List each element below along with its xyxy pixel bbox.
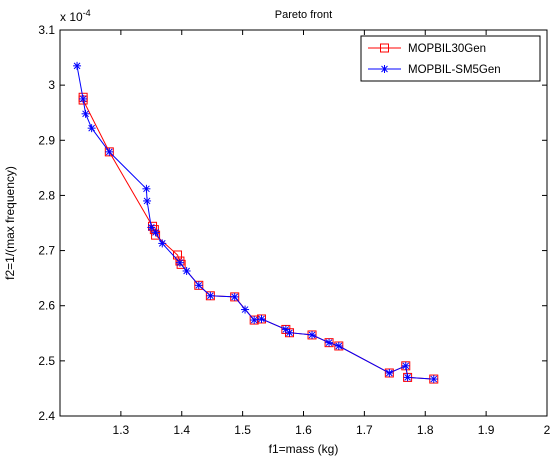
axis-ticks: 1.3 1.4 1.5 1.6 1.7 1.8 1.9 2 2.4 2.5 2.6 2.7 2.8 2.9… bbox=[38, 23, 550, 437]
data-point-star bbox=[325, 338, 334, 347]
legend-label: MOPBIL30Gen bbox=[408, 43, 486, 55]
y-tick-label: 2.7 bbox=[38, 244, 55, 258]
y-axis-label: f2=1/(max frequency) bbox=[3, 166, 17, 280]
data-point-star bbox=[250, 316, 259, 325]
data-point-star bbox=[142, 184, 151, 193]
data-point-star bbox=[79, 94, 88, 103]
data-point-star bbox=[385, 368, 394, 377]
x-tick-label: 1.7 bbox=[356, 423, 373, 437]
data-point-star bbox=[143, 196, 152, 205]
chart-title: Pareto front bbox=[275, 9, 332, 21]
series-mopbil-sm5gen bbox=[73, 61, 438, 384]
data-point-star bbox=[334, 341, 343, 350]
legend: MOPBIL30Gen MOPBIL-SM5Gen bbox=[360, 35, 541, 82]
data-point-star bbox=[257, 314, 266, 323]
data-point-square bbox=[380, 43, 389, 53]
data-point-star bbox=[206, 291, 215, 300]
data-point-star bbox=[194, 281, 203, 290]
data-point-square bbox=[148, 221, 158, 231]
y-scale-exponent: -4 bbox=[83, 8, 91, 18]
y-tick-label: 2.4 bbox=[38, 409, 55, 423]
x-axis-label: f1=mass (kg) bbox=[269, 442, 339, 456]
y-tick-label: 3.1 bbox=[38, 23, 55, 37]
y-scale-factor: x 10-4 bbox=[60, 8, 91, 24]
y-tick-label: 2.5 bbox=[38, 354, 55, 368]
data-point-star bbox=[230, 292, 239, 301]
series-group bbox=[73, 61, 439, 384]
y-tick-label: 2.8 bbox=[38, 188, 55, 202]
x-tick-label: 1.8 bbox=[417, 423, 434, 437]
data-point-star bbox=[401, 361, 410, 370]
legend-box bbox=[360, 35, 541, 82]
data-point-star bbox=[380, 65, 389, 73]
x-tick-label: 1.5 bbox=[234, 423, 251, 437]
y-tick-label: 2.9 bbox=[38, 133, 55, 147]
x-tick-label: 1.9 bbox=[478, 423, 495, 437]
x-tick-label: 2 bbox=[544, 423, 551, 437]
data-point-star bbox=[429, 375, 438, 384]
data-point-star bbox=[151, 228, 160, 237]
data-point-star bbox=[81, 109, 90, 118]
x-tick-label: 1.6 bbox=[295, 423, 312, 437]
x-tick-label: 1.3 bbox=[113, 423, 130, 437]
data-point-star bbox=[175, 258, 184, 267]
data-point-star bbox=[158, 239, 167, 248]
data-point-star bbox=[73, 61, 82, 70]
data-point-star bbox=[87, 124, 96, 133]
data-point-star bbox=[403, 373, 412, 382]
data-point-star bbox=[182, 266, 191, 275]
data-point-star bbox=[241, 305, 250, 314]
data-point-star bbox=[285, 328, 294, 337]
data-point-star bbox=[105, 147, 114, 156]
plot-area bbox=[59, 29, 548, 417]
data-point-star bbox=[281, 325, 290, 334]
data-point-square bbox=[176, 259, 186, 269]
data-point-star bbox=[308, 330, 317, 339]
y-scale-base: x 10 bbox=[60, 10, 83, 24]
legend-label: MOPBIL-SM5Gen bbox=[408, 64, 501, 76]
x-tick-label: 1.4 bbox=[173, 423, 190, 437]
y-tick-label: 2.6 bbox=[38, 299, 55, 313]
y-tick-label: 3 bbox=[48, 78, 55, 92]
